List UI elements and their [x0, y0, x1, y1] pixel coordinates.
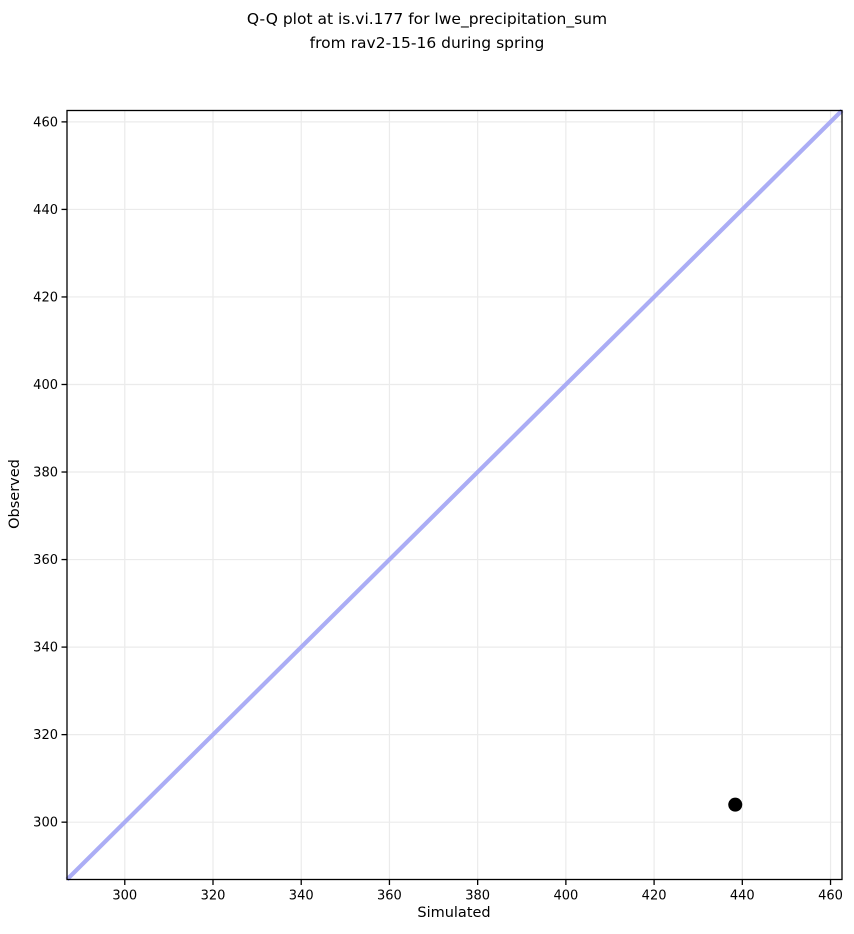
- y-axis-label: Observed: [7, 459, 23, 529]
- x-tick-label: 320: [201, 889, 226, 904]
- x-tick-label: 420: [642, 889, 667, 904]
- x-axis-label: Simulated: [417, 905, 491, 921]
- y-tick-label: 320: [33, 728, 58, 743]
- y-tick-label: 300: [33, 816, 58, 831]
- chart-title-line1: Q-Q plot at is.vi.177 for lwe_precipitat…: [246, 10, 608, 28]
- plot-border: [66, 109, 843, 881]
- x-tick-label: 460: [818, 889, 843, 904]
- data-point: [728, 797, 743, 812]
- chart-title: Q-Q plot at is.vi.177 for lwe_precipitat…: [0, 7, 854, 55]
- y-tick-label: 400: [33, 378, 58, 393]
- identity-line: [65, 109, 844, 881]
- x-tick-label: 340: [289, 889, 314, 904]
- y-tick-label: 440: [33, 203, 58, 218]
- grid-lines: [67, 110, 842, 880]
- y-tick-label: 360: [33, 553, 58, 568]
- chart-title-line2: from rav2-15-16 during spring: [309, 34, 545, 52]
- y-tick-label: 460: [33, 115, 58, 130]
- y-tick-label: 340: [33, 641, 58, 656]
- x-tick-label: 300: [112, 889, 137, 904]
- x-tick-label: 360: [377, 889, 402, 904]
- x-tick-label: 440: [730, 889, 755, 904]
- y-tick-label: 420: [33, 290, 58, 305]
- x-tick-label: 400: [553, 889, 578, 904]
- axis-ticks: 300 320 340 360 380 400 420 440 460 300 320 340 360 3…: [33, 115, 843, 903]
- x-tick-label: 380: [465, 889, 490, 904]
- y-tick-label: 380: [33, 466, 58, 481]
